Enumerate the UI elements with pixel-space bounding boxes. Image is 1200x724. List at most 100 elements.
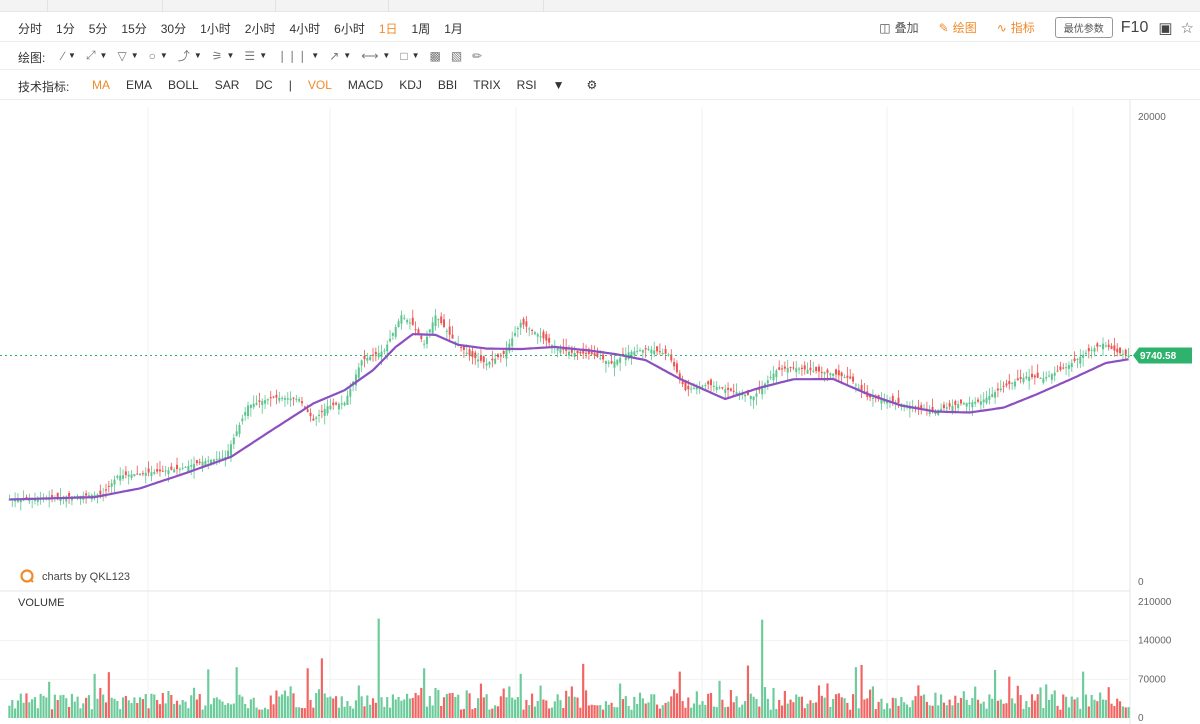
candle-body <box>1110 346 1113 349</box>
candle-body <box>579 351 582 354</box>
volume-bar <box>448 693 451 718</box>
indicator-vol[interactable]: VOL <box>307 78 332 92</box>
volume-bar <box>110 697 113 718</box>
candle-body <box>130 474 133 479</box>
indicator-kdj[interactable]: KDJ <box>399 78 422 92</box>
candle-body <box>261 401 264 406</box>
ray-tool[interactable]: ⤢ ▼ <box>86 48 108 63</box>
volume-bar <box>87 695 91 718</box>
candle-body <box>343 402 346 406</box>
gear-icon[interactable]: ⚙ <box>586 78 598 92</box>
indicator-boll[interactable]: BOLL <box>168 78 199 92</box>
indicator-more-caret-icon[interactable]: ▼ <box>552 78 565 92</box>
optimal-params-button[interactable]: 最优参数 <box>1054 17 1113 38</box>
volume-bar <box>1062 694 1065 718</box>
candle-body <box>198 461 201 463</box>
polyline-tool[interactable]: ⤴ ▼ <box>178 47 202 64</box>
volume-bar <box>959 698 963 718</box>
volume-bar <box>190 695 193 718</box>
period-11[interactable]: 1月 <box>444 22 463 36</box>
indicator-button[interactable]: ∿ 指标 <box>997 19 1035 36</box>
volume-bar <box>334 696 338 718</box>
volume-bar <box>499 696 502 718</box>
period-9[interactable]: 1日 <box>378 22 398 36</box>
candle-body <box>1076 358 1079 360</box>
volume-bar <box>817 685 821 718</box>
period-0[interactable]: 分时 <box>18 22 43 36</box>
f10-button[interactable]: F10 <box>1120 18 1149 36</box>
tab-stub <box>48 0 163 12</box>
volume-bar <box>1025 701 1028 718</box>
line-tool[interactable]: ∕ ▼ <box>62 49 76 63</box>
indicator-trix[interactable]: TRIX <box>473 78 501 92</box>
pattern-tool[interactable]: ⚞ ▼ <box>212 49 235 63</box>
candle-body <box>511 338 514 347</box>
candle-body <box>477 359 480 362</box>
period-1[interactable]: 1分 <box>56 22 75 36</box>
indicator-ma[interactable]: MA <box>92 78 110 92</box>
candle-body <box>772 373 775 381</box>
period-3[interactable]: 15分 <box>121 22 147 36</box>
circle-tool[interactable]: ○ ▼ <box>149 49 168 63</box>
candle-body <box>982 399 985 403</box>
volume-bar <box>894 698 897 718</box>
candle-body <box>661 352 664 354</box>
volume-bar <box>695 691 698 718</box>
candle-body <box>491 358 494 361</box>
volume-bar <box>874 709 877 718</box>
period-6[interactable]: 2小时 <box>244 22 276 36</box>
arrow-tool[interactable]: ↗ ▼ <box>329 49 351 63</box>
volume-bar <box>406 693 409 718</box>
volume-bar <box>181 699 184 718</box>
indicator-bbi[interactable]: BBI <box>437 78 458 92</box>
ray-tool-icon: ⤢ <box>85 48 96 62</box>
indicator-macd[interactable]: MACD <box>347 78 384 92</box>
period-7[interactable]: 4小时 <box>289 22 321 36</box>
delete-tool[interactable]: ▧ <box>451 49 462 63</box>
volume-bar <box>1070 696 1073 718</box>
period-4[interactable]: 30分 <box>160 22 187 36</box>
star-icon[interactable]: ☆ <box>1180 19 1194 37</box>
indicator-sar[interactable]: SAR <box>214 78 240 92</box>
volume-bar <box>312 707 315 718</box>
bar-tool[interactable]: ▩ <box>429 49 440 63</box>
volume-bar <box>263 707 267 718</box>
eraser-tool[interactable]: ✏ <box>472 49 482 63</box>
overlay-button[interactable]: ◫ 叠加 <box>879 19 918 36</box>
candle-body <box>954 401 957 405</box>
volume-bar <box>610 702 613 718</box>
volume-bar <box>772 688 775 718</box>
volume-bar <box>732 702 735 718</box>
candle-body <box>482 356 485 363</box>
candle-body <box>687 385 690 390</box>
fullscreen-icon[interactable]: ▣ <box>1158 19 1173 37</box>
candle-body <box>727 387 730 390</box>
indicator-dc[interactable]: DC <box>255 78 273 92</box>
volume-bar <box>883 709 886 718</box>
volume-bar <box>979 703 982 718</box>
period-10[interactable]: 1周 <box>411 22 431 36</box>
candle-body <box>99 490 102 495</box>
text-tool[interactable]: □ ▼ <box>400 49 419 63</box>
channel-tool[interactable]: ▽ ▼ <box>117 49 138 63</box>
volume-tick-label: 210000 <box>1138 597 1172 608</box>
candle-body <box>212 459 215 462</box>
period-5[interactable]: 1小时 <box>200 22 231 36</box>
volume-bar <box>840 697 843 718</box>
measure-tool[interactable]: ⟷ ▼ <box>361 49 390 63</box>
kline-chart[interactable]: 9740.58 20000 0 210000 140000 70000 0 charts … <box>0 100 1200 724</box>
candle-body <box>241 418 244 422</box>
indicator-ema[interactable]: EMA <box>126 78 153 92</box>
volume-bar <box>911 700 914 718</box>
candle-body <box>854 384 857 386</box>
volume-bar <box>880 698 883 718</box>
period-2[interactable]: 5分 <box>88 22 108 36</box>
fibonacci-tool[interactable]: ☰ ▼ <box>244 49 267 63</box>
period-8[interactable]: 6小时 <box>334 22 365 36</box>
candle-body <box>852 376 855 382</box>
candle-body <box>846 375 849 378</box>
candle-body <box>587 349 590 354</box>
draw-button[interactable]: ✎ 绘图 <box>939 19 977 36</box>
gann-tool[interactable]: ❘❘❘ ▼ <box>277 49 319 63</box>
indicator-rsi[interactable]: RSI <box>516 78 537 92</box>
